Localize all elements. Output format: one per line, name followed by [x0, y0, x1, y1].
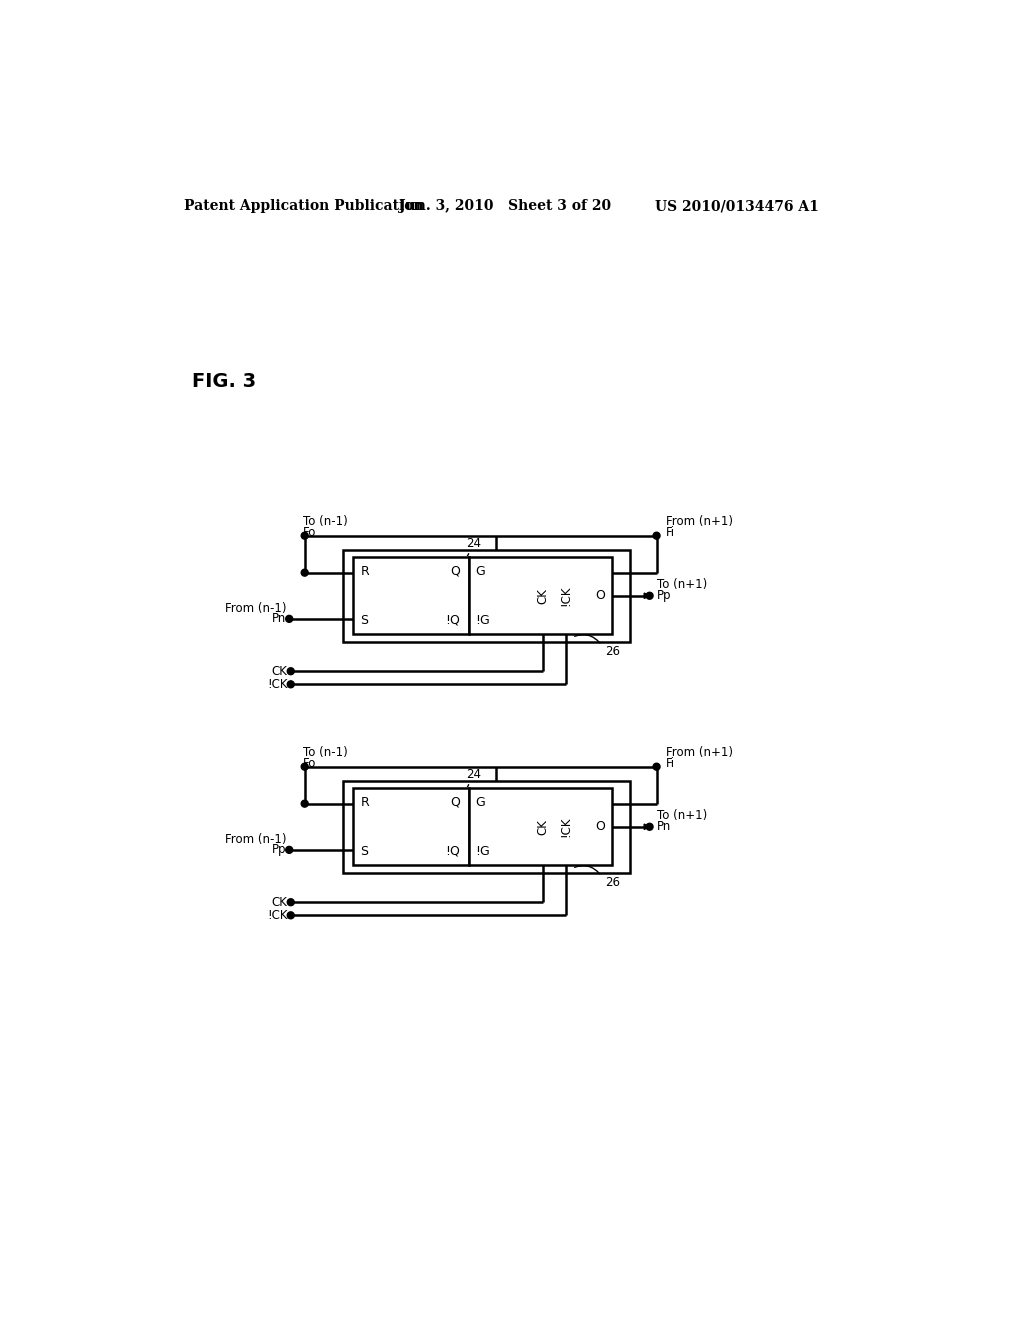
Text: Pn: Pn — [271, 612, 286, 626]
Text: 26: 26 — [604, 644, 620, 657]
Text: !G: !G — [475, 614, 489, 627]
Circle shape — [288, 681, 294, 688]
Text: Fi: Fi — [666, 527, 675, 539]
Text: !CK: !CK — [267, 908, 288, 921]
Text: From (n+1): From (n+1) — [666, 746, 733, 759]
Polygon shape — [644, 593, 649, 598]
Circle shape — [301, 800, 308, 807]
Circle shape — [301, 763, 308, 770]
Circle shape — [288, 912, 294, 919]
Circle shape — [286, 615, 293, 622]
Circle shape — [653, 532, 660, 539]
Text: To (n-1): To (n-1) — [303, 515, 348, 528]
Text: Jun. 3, 2010   Sheet 3 of 20: Jun. 3, 2010 Sheet 3 of 20 — [399, 199, 611, 213]
Text: From (n-1): From (n-1) — [224, 833, 286, 846]
Circle shape — [286, 846, 293, 853]
Text: Patent Application Publication: Patent Application Publication — [183, 199, 424, 213]
Text: To (n+1): To (n+1) — [657, 578, 708, 591]
Text: From (n-1): From (n-1) — [224, 602, 286, 615]
Bar — [469, 557, 612, 635]
Circle shape — [288, 899, 294, 906]
Text: CK: CK — [271, 896, 288, 908]
Text: Fo: Fo — [303, 758, 316, 770]
Text: O: O — [595, 589, 605, 602]
Circle shape — [288, 668, 294, 675]
Circle shape — [301, 532, 308, 539]
Bar — [352, 788, 469, 866]
Text: 24: 24 — [466, 537, 481, 550]
Text: Pp: Pp — [271, 843, 286, 857]
Text: CK: CK — [271, 665, 288, 677]
Text: O: O — [595, 820, 605, 833]
Text: !Q: !Q — [444, 614, 460, 627]
Text: Fo: Fo — [303, 527, 316, 539]
Text: Fi: Fi — [666, 758, 675, 770]
Text: !Q: !Q — [444, 845, 460, 858]
Text: S: S — [360, 614, 369, 627]
Bar — [469, 788, 612, 866]
Text: Pn: Pn — [657, 820, 672, 833]
Bar — [343, 549, 630, 642]
Circle shape — [646, 824, 653, 830]
Bar — [343, 780, 630, 873]
Text: G: G — [475, 565, 485, 578]
Text: S: S — [360, 845, 369, 858]
Bar — [352, 557, 469, 635]
Text: Q: Q — [450, 565, 460, 578]
Text: 26: 26 — [604, 875, 620, 888]
Text: CK: CK — [537, 587, 549, 603]
Text: Q: Q — [450, 796, 460, 809]
Text: !CK: !CK — [559, 586, 572, 606]
Text: CK: CK — [537, 818, 549, 834]
Circle shape — [646, 593, 653, 599]
Circle shape — [301, 569, 308, 576]
Text: !G: !G — [475, 845, 489, 858]
Text: 24: 24 — [466, 768, 481, 781]
Text: !CK: !CK — [559, 817, 572, 837]
Text: !CK: !CK — [267, 677, 288, 690]
Text: US 2010/0134476 A1: US 2010/0134476 A1 — [655, 199, 819, 213]
Text: FIG. 3: FIG. 3 — [191, 372, 256, 391]
Text: R: R — [360, 565, 370, 578]
Text: Pp: Pp — [657, 589, 672, 602]
Circle shape — [653, 763, 660, 770]
Polygon shape — [644, 824, 649, 829]
Text: G: G — [475, 796, 485, 809]
Text: R: R — [360, 796, 370, 809]
Text: To (n+1): To (n+1) — [657, 809, 708, 822]
Text: From (n+1): From (n+1) — [666, 515, 733, 528]
Text: To (n-1): To (n-1) — [303, 746, 348, 759]
